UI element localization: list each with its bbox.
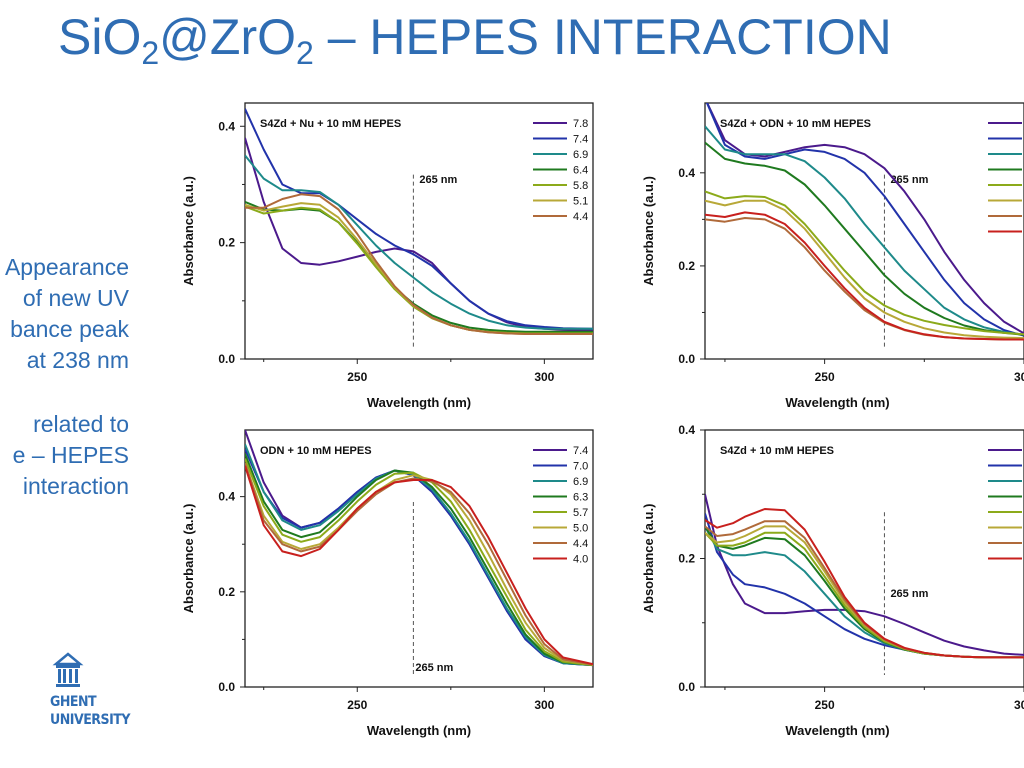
side-line: at 238 nm	[26, 347, 129, 373]
side-text-appearance: Appearance of new UV bance peak at 238 n…	[5, 252, 129, 376]
marker-line-label: 265 nm	[415, 662, 453, 674]
legend-label: 5.8	[573, 180, 588, 192]
legend-label: 6.4	[573, 165, 588, 177]
series-line	[245, 137, 593, 332]
series-line	[705, 199, 1024, 340]
chart-panel: 0.0 0.2 0.4 250 300 Wavelength (nm) Absorbance…	[181, 429, 594, 738]
side-line: interaction	[22, 473, 129, 499]
marker-line-label: 265 nm	[419, 174, 457, 186]
legend-label: 7.4	[573, 134, 588, 146]
series-line	[705, 141, 1024, 336]
slide-title: SiO2@ZrO2 – HEPES INTERACTION	[58, 9, 892, 71]
x-tick-label: 250	[347, 698, 367, 712]
x-axis-label: Wavelength (nm)	[785, 723, 889, 738]
series-line	[705, 494, 1024, 656]
y-tick-label: 0.0	[678, 680, 695, 694]
y-axis-label: Absorbance (a.u.)	[181, 176, 196, 286]
series-line	[245, 154, 593, 330]
series-line	[705, 217, 1024, 341]
series-line	[706, 103, 1024, 335]
legend-label: 7.4	[573, 445, 588, 457]
legend-label: 5.7	[573, 507, 588, 519]
chart-title: S4Zd + 10 mM HEPES	[720, 445, 834, 457]
y-tick-label: 0.4	[678, 166, 695, 180]
series-line	[705, 508, 1024, 659]
logo-text-ghent: GHENT	[50, 694, 97, 710]
x-axis-label: Wavelength (nm)	[785, 395, 889, 410]
series-line	[245, 205, 593, 335]
side-line: bance peak	[10, 316, 129, 342]
y-tick-label: 0.4	[218, 119, 235, 133]
series-line	[245, 462, 593, 666]
series-line	[705, 190, 1024, 336]
building-icon	[52, 652, 84, 687]
y-tick-label: 0.0	[218, 680, 235, 694]
series-line	[245, 202, 593, 335]
chart-title: ODN + 10 mM HEPES	[260, 445, 372, 457]
legend-label: 6.3	[573, 492, 588, 504]
plot-frame	[704, 102, 1024, 360]
side-line: related to	[33, 411, 129, 437]
marker-line-label: 265 nm	[890, 174, 928, 186]
x-tick-label: 300	[534, 370, 554, 384]
legend-label: 6.9	[573, 149, 588, 161]
x-tick-label: 250	[347, 370, 367, 384]
legend-label: 4.4	[573, 538, 588, 550]
y-axis-label: Absorbance (a.u.)	[181, 504, 196, 614]
series-group	[245, 108, 593, 335]
y-tick-label: 0.0	[218, 352, 235, 366]
legend-label: 4.0	[573, 554, 588, 566]
series-line	[245, 458, 593, 667]
x-tick-label: 300	[1014, 370, 1024, 384]
chart-title: S4Zd + Nu + 10 mM HEPES	[260, 118, 401, 130]
y-axis-label: Absorbance (a.u.)	[641, 176, 656, 286]
y-tick-label: 0.2	[678, 259, 695, 273]
legend-label: 7.0	[573, 461, 588, 473]
chart-panel: 0.0 0.2 0.4 250 300 Wavelength (nm) Absorbance…	[641, 423, 1024, 738]
x-tick-label: 250	[815, 698, 835, 712]
chart-title: S4Zd + ODN + 10 mM HEPES	[720, 118, 871, 130]
legend-label: 7.8	[573, 118, 588, 130]
series-group	[705, 494, 1024, 659]
y-tick-label: 0.0	[678, 352, 695, 366]
chart-panel: 0.0 0.2 0.4 250 300 Wavelength (nm) Absorbance…	[641, 102, 1024, 410]
side-line: e – HEPES	[12, 442, 129, 468]
chart-panel: 0.0 0.2 0.4 250 300 Wavelength (nm) Absorbance…	[181, 102, 594, 410]
plot-frame	[244, 429, 594, 688]
series-line	[705, 125, 1024, 336]
series-line	[245, 200, 593, 333]
legend-label: 5.0	[573, 523, 588, 535]
x-axis-label: Wavelength (nm)	[367, 723, 471, 738]
side-line: Appearance	[4, 254, 129, 280]
x-tick-label: 250	[815, 370, 835, 384]
series-line	[245, 108, 593, 330]
y-tick-label: 0.2	[218, 585, 235, 599]
y-axis-label: Absorbance (a.u.)	[641, 504, 656, 614]
series-group	[705, 103, 1024, 341]
legend-label: 4.4	[573, 211, 588, 223]
legend-label: 6.9	[573, 476, 588, 488]
side-text-interaction: related to e – HEPES interaction	[13, 409, 129, 502]
x-tick-label: 300	[1014, 698, 1024, 712]
logo-text-university: UNIVERSITY	[50, 712, 130, 728]
series-line	[705, 211, 1024, 341]
series-group	[245, 430, 593, 667]
side-line: of new UV	[22, 285, 129, 311]
series-line	[245, 462, 593, 666]
y-tick-label: 0.2	[218, 236, 235, 250]
ghent-university-logo: GHENT UNIVERSITY	[50, 650, 130, 734]
legend-label: 5.1	[573, 196, 588, 208]
x-tick-label: 300	[534, 698, 554, 712]
x-axis-label: Wavelength (nm)	[367, 395, 471, 410]
y-tick-label: 0.4	[218, 490, 235, 504]
series-line	[705, 103, 1024, 337]
series-line	[705, 513, 1024, 659]
series-line	[245, 465, 593, 666]
y-tick-label: 0.2	[678, 552, 695, 566]
y-tick-label: 0.4	[678, 423, 695, 437]
plot-frame	[244, 102, 594, 360]
marker-line-label: 265 nm	[890, 588, 928, 600]
series-line	[245, 193, 593, 335]
